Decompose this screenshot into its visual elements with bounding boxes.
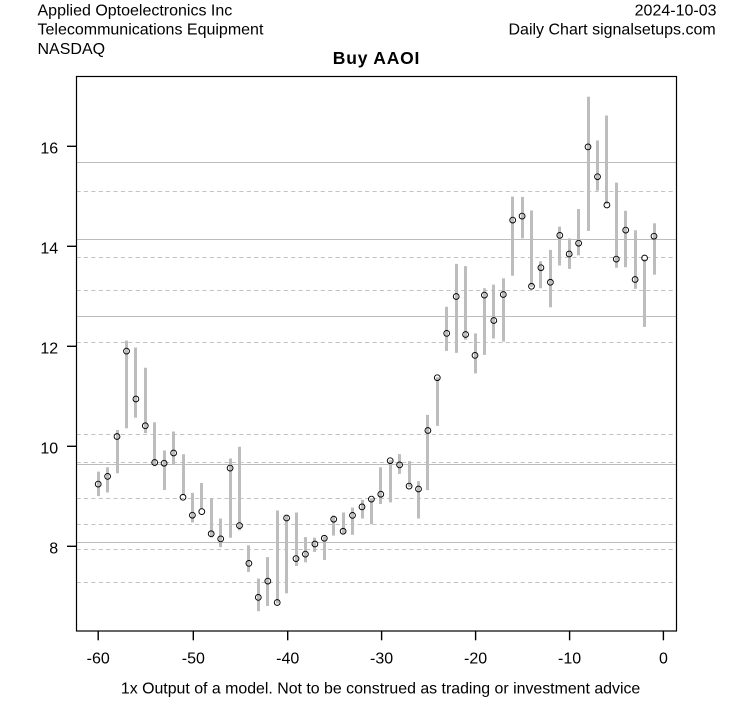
svg-text:Applied Optoelectronics Inc: Applied Optoelectronics Inc — [38, 2, 233, 19]
svg-text:12: 12 — [40, 341, 58, 358]
svg-text:Telecommunications Equipment: Telecommunications Equipment — [38, 22, 264, 39]
svg-text:Buy AAOI: Buy AAOI — [333, 48, 420, 68]
svg-text:0: 0 — [659, 650, 668, 667]
svg-text:-50: -50 — [182, 650, 205, 667]
svg-text:-30: -30 — [370, 650, 393, 667]
svg-text:NASDAQ: NASDAQ — [38, 41, 106, 58]
svg-text:Daily Chart signalsetups.com: Daily Chart signalsetups.com — [508, 22, 715, 39]
svg-text:-40: -40 — [276, 650, 299, 667]
svg-text:14: 14 — [40, 241, 58, 258]
svg-text:2024-10-03: 2024-10-03 — [635, 2, 717, 19]
svg-text:1x Output of a model. Not to b: 1x Output of a model. Not to be construe… — [121, 680, 641, 697]
svg-text:16: 16 — [40, 141, 58, 158]
svg-text:-10: -10 — [558, 650, 581, 667]
svg-text:-20: -20 — [464, 650, 487, 667]
svg-text:-60: -60 — [87, 650, 110, 667]
svg-text:10: 10 — [40, 441, 58, 458]
svg-text:8: 8 — [49, 541, 58, 558]
